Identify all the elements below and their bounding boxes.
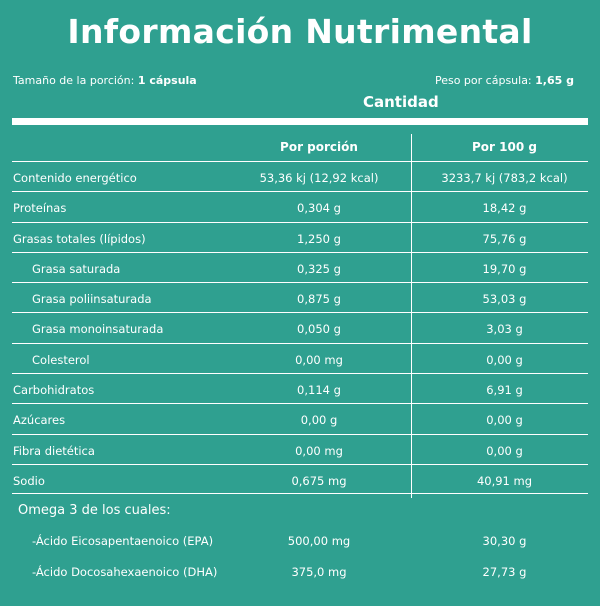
per-100g-value: 40,91 mg — [476, 473, 533, 488]
per-serving-value: 0,304 g — [297, 201, 341, 216]
capsule-weight-value: 1,65 g — [535, 74, 574, 87]
table-row: Grasa saturada 0,325 g 19,70 g — [12, 251, 588, 282]
per-100g-value: 30,30 g — [482, 534, 527, 548]
column-divider — [411, 134, 412, 498]
nutrient-name: Grasa poliinsaturada — [32, 292, 152, 307]
per-serving-value: 0,675 mg — [291, 473, 347, 488]
fatty-acid-name: -Ácido Docosahexaenoico (DHA) — [32, 565, 218, 579]
table-row: Grasa monoinsaturada 0,050 g 3,03 g — [12, 312, 588, 342]
table-row: Sodio 0,675 mg 40,91 mg — [12, 463, 588, 494]
quantity-header: Cantidad — [363, 93, 439, 111]
per-serving-value: 375,0 mg — [291, 565, 347, 579]
thick-divider — [12, 118, 588, 125]
nutrient-name: Proteínas — [13, 201, 67, 216]
nutrient-name: Grasa monoinsaturada — [32, 322, 164, 337]
capsule-weight: Peso por cápsula: 1,65 g — [435, 74, 574, 87]
table-row: Grasa poliinsaturada 0,875 g 53,03 g — [12, 282, 588, 312]
nutrient-name: Azúcares — [13, 413, 66, 428]
table-row: Proteínas 0,304 g 18,42 g — [12, 191, 588, 221]
per-100g-value: 6,91 g — [486, 383, 523, 398]
table-row: Carbohidratos 0,114 g 6,91 g — [12, 373, 588, 403]
omega-row: -Ácido Docosahexaenoico (DHA) 375,0 mg 27,… — [12, 565, 588, 587]
fatty-acid-name: -Ácido Eicosapentaenoico (EPA) — [32, 534, 214, 548]
per-100g-value: 19,70 g — [482, 261, 527, 276]
per-100g-value: 75,76 g — [482, 231, 527, 246]
per-100g-value: 53,03 g — [482, 292, 527, 307]
per-100g-value: 18,42 g — [482, 201, 527, 216]
capsule-weight-label: Peso por cápsula: — [434, 74, 532, 87]
omega-row: -Ácido Eicosapentaenoico (EPA) 500,00 mg 3… — [12, 534, 588, 556]
nutrient-name: Colesterol — [32, 352, 90, 367]
per-100g-value: 3233,7 kj (783,2 kcal) — [441, 171, 568, 185]
nutrient-name: Grasa saturada — [32, 261, 121, 276]
per-serving-value: 0,325 g — [297, 261, 341, 276]
serving-size-value: 1 cápsula — [137, 74, 197, 87]
omega-heading: Omega 3 de los cuales: — [18, 503, 171, 518]
per-serving-value: 0,114 g — [297, 383, 341, 398]
table-row: Contenido energético 53,36 kj (12,92 kcal… — [12, 161, 588, 191]
table-row: Colesterol 0,00 mg 0,00 g — [12, 342, 588, 373]
per-100g-value: 0,00 g — [486, 413, 523, 428]
table-row: Grasas totales (lípidos) 1,250 g 75,76 g — [12, 221, 588, 252]
per-serving-value: 0,875 g — [297, 292, 341, 307]
table-row: Fibra dietética 0,00 mg 0,00 g — [12, 433, 588, 464]
nutrient-name: Contenido energético — [13, 171, 137, 185]
per-100g-value: 3,03 g — [486, 322, 523, 337]
per-100g-value: 0,00 g — [486, 443, 523, 458]
column-header-per-100g: Por 100 g — [472, 140, 537, 154]
nutrient-name: Fibra dietética — [13, 443, 95, 458]
per-100g-value: 27,73 g — [482, 565, 527, 579]
per-serving-value: 0,00 mg — [295, 443, 343, 458]
page-title: Información Nutrimental — [67, 12, 533, 51]
table-row: Azúcares 0,00 g 0,00 g — [12, 403, 588, 433]
per-serving-value: 0,00 mg — [295, 352, 343, 367]
nutrient-name: Grasas totales (lípidos) — [13, 231, 146, 246]
nutrient-name: Carbohidratos — [13, 383, 95, 398]
per-serving-value: 500,00 mg — [287, 534, 351, 548]
serving-size: Tamaño de la porción: 1 cápsula — [13, 74, 197, 87]
per-serving-value: 53,36 kj (12,92 kcal) — [259, 171, 379, 185]
serving-size-label: Tamaño de la porción: — [13, 74, 135, 87]
per-100g-value: 0,00 g — [486, 352, 523, 367]
per-serving-value: 0,050 g — [297, 322, 341, 337]
table-bottom-rule — [12, 493, 588, 494]
column-header-per-serving: Por porción — [280, 140, 358, 154]
per-serving-value: 1,250 g — [297, 231, 341, 246]
per-serving-value: 0,00 g — [300, 413, 338, 428]
nutrition-table: Contenido energético 53,36 kj (12,92 kcal… — [12, 161, 588, 494]
nutrient-name: Sodio — [13, 473, 45, 488]
